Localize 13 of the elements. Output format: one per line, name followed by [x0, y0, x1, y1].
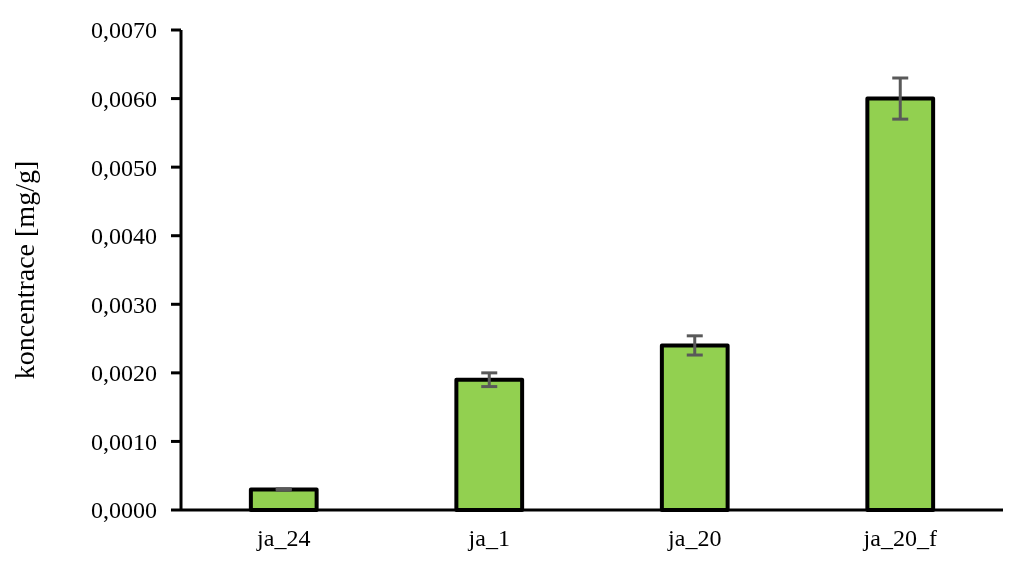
y-tick-label: 0,0040	[91, 223, 157, 250]
x-tick-label: ja_20_f	[862, 525, 937, 551]
y-axis-title: koncentrace [mg/g]	[9, 160, 40, 380]
y-tick-label: 0,0020	[91, 360, 157, 387]
x-tick-label: ja_20	[667, 525, 722, 551]
y-tick-label: 0,0000	[91, 497, 157, 524]
y-tick-label: 0,0030	[91, 291, 157, 318]
y-tick-label: 0,0050	[91, 154, 157, 181]
y-tick-label: 0,0060	[91, 85, 157, 112]
x-tick-label: ja_24	[256, 525, 311, 551]
y-tick-label: 0,0070	[91, 17, 157, 44]
x-tick-label: ja_1	[467, 525, 510, 551]
y-tick-label: 0,0010	[91, 428, 157, 455]
